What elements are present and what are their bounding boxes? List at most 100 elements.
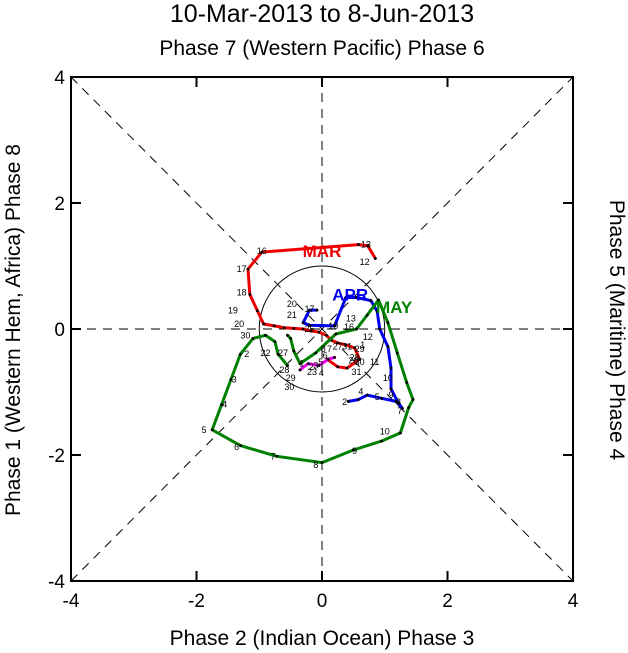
day-label-mar: 30 <box>240 330 250 340</box>
series-layer <box>210 243 415 465</box>
day-label-may: 31 <box>352 367 362 377</box>
day-label-apr: 16 <box>344 322 354 332</box>
day-label-apr: 12 <box>363 332 373 342</box>
series-point-may <box>276 352 280 356</box>
x-tick-label: -2 <box>188 591 205 612</box>
x-axis-label: Phase 2 (Indian Ocean) Phase 3 <box>170 627 475 650</box>
y-axis-label-right: Phase 5 (Maritime) Phase 4 <box>605 200 628 461</box>
month-labels: MAR APR MAY <box>303 242 413 317</box>
day-label-apr: 7 <box>397 406 402 416</box>
x-tick-label: -4 <box>63 591 80 612</box>
series-point-may <box>334 332 338 336</box>
series-point-may <box>289 337 293 340</box>
series-point-apr <box>315 308 319 312</box>
day-label-apr: 13 <box>346 313 356 323</box>
day-label-may: 28 <box>350 352 360 362</box>
series-point-may <box>380 439 384 443</box>
series-point-mar <box>373 257 377 260</box>
y-tick-label: -2 <box>48 446 65 467</box>
day-label-mar: 19 <box>228 306 238 316</box>
series-point-apr <box>301 321 305 325</box>
day-label-may: 4 <box>222 400 227 410</box>
series-point-apr <box>344 296 348 299</box>
series-point-apr <box>378 327 382 331</box>
series-point-apr <box>375 309 379 313</box>
diagonal-line-2 <box>70 76 574 582</box>
y-axis-label-left: Phase 1 (Western Hem, Africa) Phase 8 <box>2 144 25 516</box>
month-label-apr: APR <box>332 285 368 304</box>
series-point-may <box>395 351 399 355</box>
series-point-jun <box>306 362 310 366</box>
series-point-mar <box>262 322 266 326</box>
day-label-jun: 8 <box>321 344 326 354</box>
day-label-jun: 5 <box>318 357 323 367</box>
day-label-may: 2 <box>244 349 249 359</box>
series-point-apr <box>355 296 358 299</box>
series-point-may <box>399 431 402 435</box>
day-label-mar: 20 <box>234 319 244 329</box>
series-point-mar <box>272 324 276 328</box>
y-tick-label: 2 <box>54 194 65 215</box>
series-point-jun <box>333 355 336 359</box>
day-label-jun: 3 <box>313 361 318 371</box>
guide-lines <box>70 76 574 582</box>
series-point-mar <box>282 326 286 330</box>
series-point-jun <box>326 357 330 361</box>
series-point-mar <box>324 333 328 337</box>
series-point-mar <box>336 365 340 369</box>
day-label-jun: 4 <box>319 368 324 378</box>
series-point-mar <box>336 341 340 345</box>
day-label: 26 <box>348 356 358 366</box>
day-label-apr: 4 <box>358 386 363 396</box>
series-point-apr <box>356 398 360 401</box>
series-point-mar <box>309 329 313 333</box>
series-point-apr <box>333 324 336 328</box>
series-point-mar <box>344 343 348 347</box>
series-point-apr <box>389 366 393 370</box>
series-point-may <box>210 428 214 432</box>
day-label-mar: 27 <box>333 342 343 352</box>
series-point-may <box>220 403 224 406</box>
day-label-apr: 19 <box>328 321 338 331</box>
day-label: 29 <box>286 373 296 383</box>
day-label-jun: 6 <box>323 350 328 360</box>
series-point-may <box>365 313 369 317</box>
chart-title: 10-Mar-2013 to 8-Jun-2013 <box>170 0 474 28</box>
series-point-apr <box>380 396 384 400</box>
day-label-mar: 31 <box>342 342 352 352</box>
day-label-apr: 10 <box>383 373 393 383</box>
series-point-may <box>320 461 324 464</box>
series-point-may <box>411 398 415 401</box>
day-label-may: 1 <box>360 340 365 350</box>
series-point-may <box>298 362 302 366</box>
day-label-may: 11 <box>370 357 379 367</box>
day-label: 28 <box>279 365 289 375</box>
series-point-may <box>273 340 277 343</box>
day-label: 22 <box>261 348 271 358</box>
series-point-mar <box>345 366 349 370</box>
day-label-jun: 1 <box>299 359 304 369</box>
y-tick-label: 0 <box>54 320 65 341</box>
series-point-apr <box>389 387 393 391</box>
day-label-apr: 9 <box>389 390 394 400</box>
day-label-may: 30 <box>355 357 365 367</box>
day-label-may: 5 <box>202 425 207 435</box>
day-label-apr: 5 <box>375 392 380 402</box>
series-point-may <box>292 349 296 353</box>
series-point-mar <box>356 243 360 246</box>
day-label-mar: 18 <box>237 287 247 297</box>
x-tick-label: 0 <box>317 591 328 612</box>
day-label-mar: 13 <box>361 240 371 250</box>
series-point-may <box>286 333 289 337</box>
series-point-may <box>275 454 279 458</box>
series-point-may <box>239 352 242 356</box>
series-point-mar <box>255 309 259 313</box>
series-point-mar <box>353 346 357 350</box>
series-point-jun <box>298 368 302 372</box>
series-point-may <box>239 444 242 447</box>
series-point-may <box>386 321 390 325</box>
day-label-may: 29 <box>355 344 365 354</box>
series-point-may <box>351 448 355 452</box>
